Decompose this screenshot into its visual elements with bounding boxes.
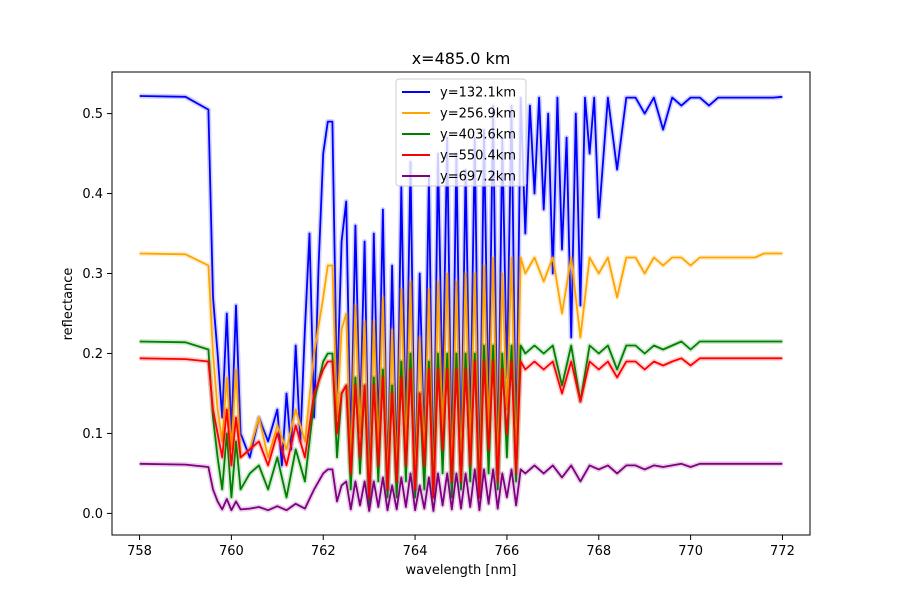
y-tick-label: 0.3 xyxy=(82,267,103,282)
plot-area xyxy=(139,93,783,514)
y-tick-label: 0.2 xyxy=(82,347,103,362)
x-tick-label: 758 xyxy=(127,544,152,559)
legend-label: y=403.6km xyxy=(440,128,516,143)
x-tick-label: 762 xyxy=(311,544,336,559)
legend-label: y=550.4km xyxy=(440,149,516,164)
x-tick-label: 766 xyxy=(495,544,520,559)
series-line xyxy=(139,462,783,512)
x-axis: 758 760 762 764 766 768 770 772 xyxy=(127,535,795,559)
y-axis: 0.0 0.1 0.2 0.3 0.4 0.5 xyxy=(82,107,112,522)
y-tick-label: 0.1 xyxy=(82,427,103,442)
series-line xyxy=(139,357,783,499)
series-line xyxy=(139,252,783,499)
y-axis-label: reflectance xyxy=(61,268,76,341)
legend-label: y=132.1km xyxy=(440,86,516,101)
y-tick-label: 0.5 xyxy=(82,107,103,122)
legend-box xyxy=(395,78,527,187)
x-tick-label: 764 xyxy=(403,544,428,559)
y-tick-label: 0.0 xyxy=(82,507,103,522)
series-line xyxy=(139,95,783,499)
x-tick-label: 772 xyxy=(770,544,795,559)
series-line xyxy=(139,340,783,507)
legend-label: y=256.9km xyxy=(440,107,516,122)
y-tick-label: 0.4 xyxy=(82,187,103,202)
legend: y=132.1km y=256.9km y=403.6km y=550.4km y=69… xyxy=(395,78,527,187)
x-tick-label: 768 xyxy=(586,544,611,559)
x-tick-label: 770 xyxy=(678,544,703,559)
x-tick-label: 760 xyxy=(219,544,244,559)
plot-frame xyxy=(111,71,811,536)
chart-title: x=485.0 km xyxy=(412,49,511,68)
legend-label: y=697.2km xyxy=(440,170,516,185)
x-axis-label: wavelength [nm] xyxy=(406,563,517,578)
